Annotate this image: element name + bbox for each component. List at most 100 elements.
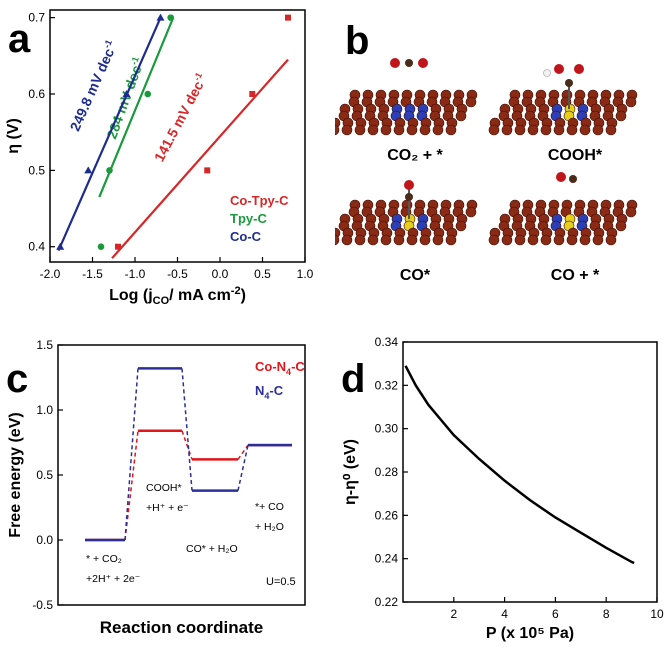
y-tick-label: 0.26 <box>375 508 399 522</box>
atom <box>341 124 353 136</box>
y-tick-label: 0.0 <box>36 533 53 547</box>
y-tick-label: 0.5 <box>36 468 53 482</box>
x-tick-label: 0.0 <box>212 267 229 281</box>
annotation: U=0.5 <box>266 576 296 588</box>
atom <box>432 234 444 246</box>
legend-entry: N4-C <box>255 383 284 401</box>
y-axis-label: Free energy (eV) <box>7 412 24 537</box>
atom <box>566 124 578 136</box>
panel-d-chart: d 2 4 6 8 10 0.22 0.24 0.26 0.28 0.30 0.32 0.34 P (x… <box>341 335 664 642</box>
state-label: CO + * <box>551 267 600 284</box>
x-axis-label: Log (jCO/ mA cm-2) <box>109 285 246 307</box>
y-tick-label: 0.30 <box>375 422 399 436</box>
panel-b-structures: b CO₂ + * COOH* CO* CO + * <box>335 19 638 284</box>
atom <box>605 234 617 246</box>
slope-label: 141.5 mV dec-1 <box>150 71 210 164</box>
atom <box>605 124 617 136</box>
structure-2 <box>335 180 478 246</box>
state-label: *+ CO <box>255 501 284 513</box>
atom <box>527 124 539 136</box>
state-label: +2H⁺ + 2e⁻ <box>86 573 141 585</box>
state-label: +H⁺ + e⁻ <box>146 502 189 514</box>
x-axis-label: Reaction coordinate <box>100 618 263 637</box>
atom <box>615 220 627 232</box>
plot-frame <box>57 344 306 606</box>
atom <box>380 124 392 136</box>
atom <box>501 234 513 246</box>
atom <box>390 58 400 68</box>
atom <box>367 234 379 246</box>
atom <box>579 234 591 246</box>
atom <box>405 193 413 201</box>
y-tick-label: 0.34 <box>375 335 399 349</box>
energy-connector <box>124 368 139 541</box>
x-tick-label: 10 <box>650 607 664 621</box>
state-label: COOH* <box>548 147 603 164</box>
y-tick-label: 0.5 <box>28 163 45 177</box>
legend-entry: Co-C <box>230 229 262 244</box>
panel-c-chart: c -0.5 0.0 0.5 1.0 1.5 Free energy (eV) Reacti… <box>6 338 306 637</box>
atom <box>540 124 552 136</box>
state-label: CO* + H₂O <box>186 543 238 555</box>
x-tick-label: -2.0 <box>40 267 61 281</box>
y-tick-label: 0.6 <box>28 87 45 101</box>
atom <box>455 110 467 122</box>
y-tick-label: 0.32 <box>375 378 399 392</box>
atom <box>501 124 513 136</box>
data-point <box>97 243 105 251</box>
atom <box>574 64 584 74</box>
plot-frame <box>402 341 658 603</box>
x-tick-label: 8 <box>603 607 610 621</box>
state-label: CO* <box>400 267 431 284</box>
y-axis-label: η-η⁰ (eV) <box>342 439 359 505</box>
atom <box>405 59 413 67</box>
atom <box>455 220 467 232</box>
atom <box>625 206 637 218</box>
atom <box>393 124 405 136</box>
energy-connector <box>237 444 249 491</box>
legend-entry: Tpy-C <box>230 211 267 226</box>
fit-line-Co-C <box>57 17 162 251</box>
y-tick-label: 0.22 <box>375 595 399 609</box>
structure-0 <box>335 58 478 136</box>
atom <box>445 124 457 136</box>
atom <box>354 234 366 246</box>
data-point <box>84 166 93 174</box>
x-axis-label: P (x 10⁵ Pa) <box>486 625 574 642</box>
state-label: + H₂O <box>255 521 284 533</box>
energy-connector <box>124 430 139 541</box>
x-tick-label: 2 <box>450 607 457 621</box>
x-tick-label: 0.5 <box>254 267 271 281</box>
legend-entry: Co-Tpy-C <box>230 193 289 208</box>
atom <box>565 79 573 87</box>
atom <box>543 69 551 77</box>
atom <box>554 64 564 74</box>
energy-connector <box>237 444 249 460</box>
atom <box>432 124 444 136</box>
atom <box>556 172 566 182</box>
x-tick-label: 1.0 <box>297 267 314 281</box>
y-tick-label: 0.28 <box>375 465 399 479</box>
y-tick-label: 0.7 <box>28 11 45 25</box>
y-tick-label: 0.24 <box>375 552 399 566</box>
x-tick-label: -1.5 <box>82 267 103 281</box>
atom <box>419 124 431 136</box>
panel-letter-c: c <box>6 357 28 401</box>
data-point <box>285 14 291 21</box>
atom <box>419 234 431 246</box>
atom <box>569 175 577 183</box>
data-point <box>144 90 152 98</box>
fit-line-Tpy-C <box>98 17 175 198</box>
state-label: COOH* <box>146 482 182 494</box>
data-point <box>167 14 174 21</box>
atom <box>380 234 392 246</box>
data-point <box>204 167 211 174</box>
atom <box>465 206 477 218</box>
curve-eta <box>404 365 635 565</box>
atom <box>335 124 340 136</box>
atom <box>566 234 578 246</box>
structure-1 <box>488 64 638 136</box>
atom <box>488 234 500 246</box>
atom <box>465 96 477 108</box>
y-axis-label: η (V) <box>5 118 22 154</box>
